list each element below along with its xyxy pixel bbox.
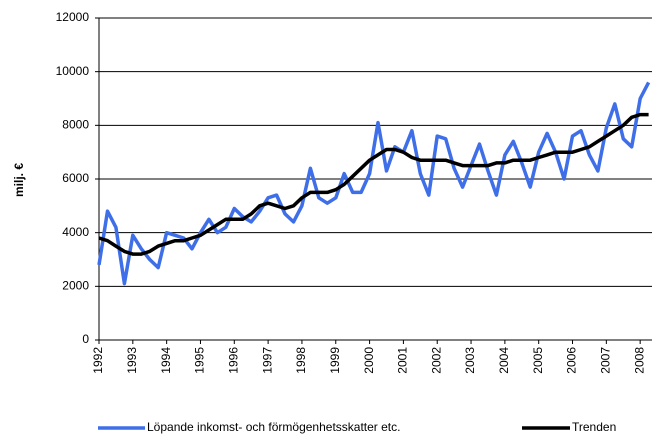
x-tick-label: 1999 — [328, 347, 342, 374]
x-tick-label: 2002 — [429, 347, 443, 374]
legend-label: Löpande inkomst- och förmögenhetsskatter… — [147, 420, 400, 434]
y-tick-label: 6000 — [62, 171, 89, 185]
x-tick-label: 2001 — [396, 347, 410, 374]
x-tick-label: 1995 — [193, 347, 207, 374]
y-tick-label: 4000 — [62, 225, 89, 239]
y-axis-label: milj. € — [12, 163, 26, 197]
x-tick-label: 1996 — [226, 347, 240, 374]
legend-label: Trenden — [572, 420, 616, 434]
x-tick-label: 2004 — [497, 347, 511, 374]
series-line — [98, 112, 649, 256]
x-tick-label: 2007 — [599, 347, 613, 374]
x-tick-label: 2006 — [565, 347, 579, 374]
x-tick-label: 2003 — [463, 347, 477, 374]
x-tick-label: 1997 — [260, 347, 274, 374]
series-line — [97, 81, 651, 286]
y-tick-label: 0 — [82, 332, 89, 346]
x-tick-label: 1993 — [125, 347, 139, 374]
y-tick-label: 2000 — [62, 279, 89, 293]
y-tick-label: 12000 — [56, 10, 90, 24]
x-tick-label: 2008 — [632, 347, 646, 374]
y-tick-label: 8000 — [62, 118, 89, 132]
x-tick-label: 2005 — [531, 347, 545, 374]
x-tick-label: 1998 — [294, 347, 308, 374]
x-tick-label: 1992 — [91, 347, 105, 374]
x-tick-label: 1994 — [159, 347, 173, 374]
x-tick-label: 2000 — [362, 347, 376, 374]
y-tick-label: 10000 — [56, 64, 90, 78]
